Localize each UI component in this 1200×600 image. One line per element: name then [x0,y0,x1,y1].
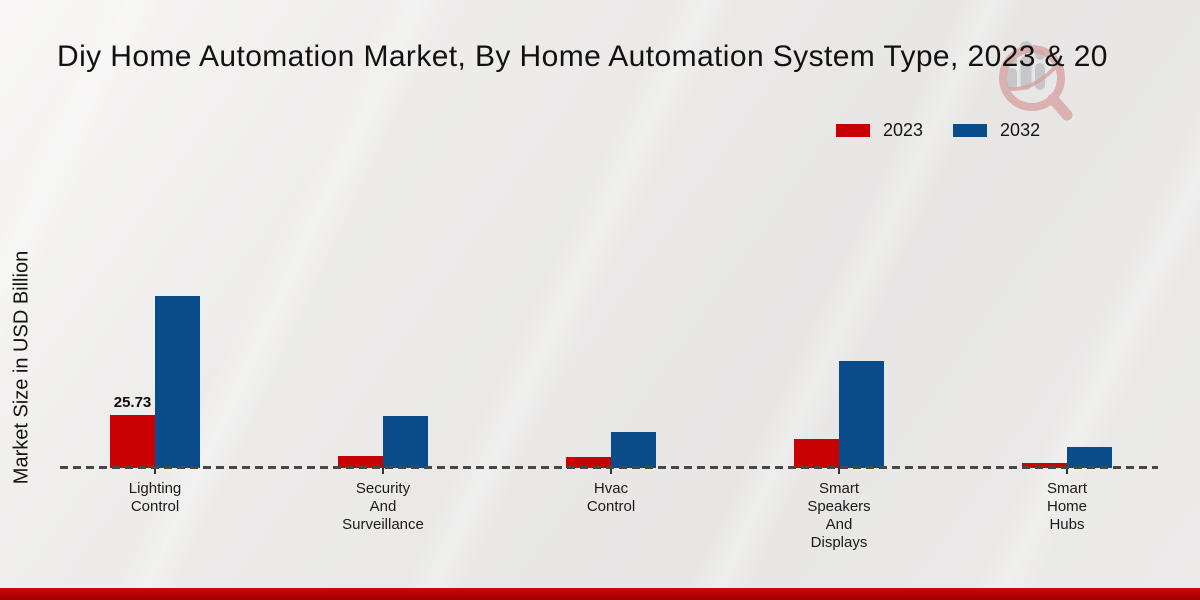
bar-2023-hvac-control [566,457,611,468]
x-tick [154,468,156,474]
x-tick [610,468,612,474]
x-tick [382,468,384,474]
legend-item-2032: 2032 [953,120,1040,141]
legend-label-2032: 2032 [1000,120,1041,140]
magnifier-people-chart-logo-icon [992,34,1084,135]
category-label-hvac-control: Hvac Control [586,480,636,515]
category-label-smart-home-hubs: Smart Home Hubs [1046,480,1088,533]
bar-2023-security-and-surveillance [338,456,383,468]
category-label-smart-speakers-and-displays: Smart Speakers And Displays [807,480,871,551]
legend-item-2023: 2023 [836,120,923,141]
legend-swatch-2023 [836,124,870,137]
bar-2023-smart-speakers-and-displays [794,439,839,468]
chart-title: Diy Home Automation Market, By Home Auto… [57,40,1108,73]
x-tick [838,468,840,474]
legend-label-2023: 2023 [883,120,924,140]
x-tick [1066,468,1068,474]
bar-2032-smart-speakers-and-displays [839,360,884,468]
bar-2032-smart-home-hubs [1067,446,1112,468]
legend: 2023 2032 [836,120,1040,141]
legend-swatch-2032 [953,124,988,137]
bar-2032-hvac-control [611,432,656,468]
bar-2023-lighting-control [110,415,155,468]
category-label-security-and-surveillance: Security And Surveillance [342,480,424,533]
bar-2032-lighting-control [155,296,200,468]
category-label-lighting-control: Lighting Control [128,480,182,515]
x-axis-baseline [60,466,1158,469]
bottom-accent-strip [0,588,1200,600]
bar-value-label: 25.73 [113,394,152,411]
bar-2032-security-and-surveillance [383,416,428,468]
bar-2023-smart-home-hubs [1022,463,1067,468]
